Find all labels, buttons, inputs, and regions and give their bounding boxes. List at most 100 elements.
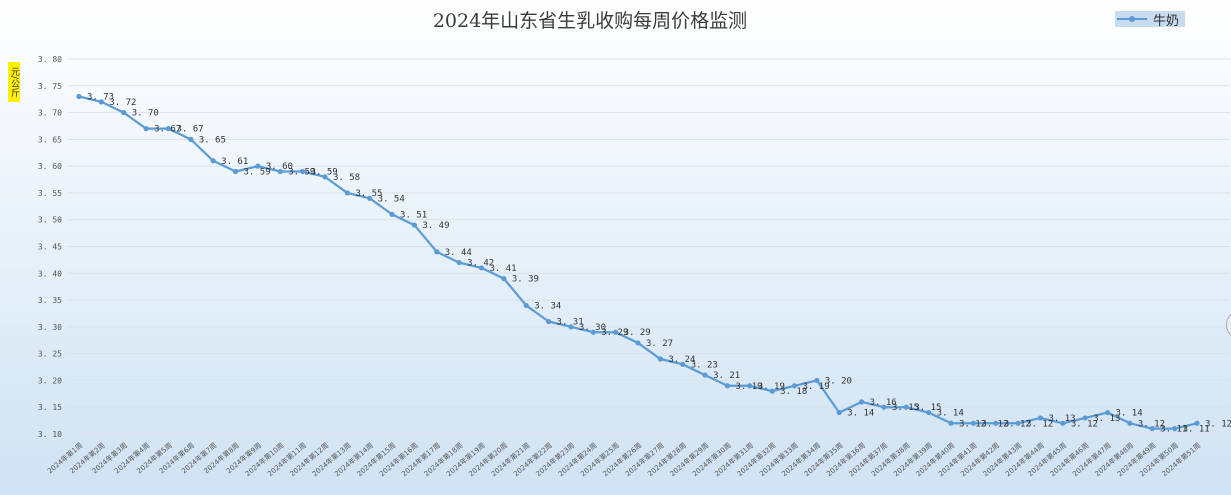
series-line-segment xyxy=(323,175,349,195)
x-tick-label: 2024年第21周 xyxy=(489,441,531,479)
series-line-segment xyxy=(480,266,505,280)
data-label: 3. 15 xyxy=(914,403,941,413)
x-tick-label: 2024年第15周 xyxy=(355,441,397,479)
data-label: 3. 67 xyxy=(176,125,203,135)
data-label: 3. 59 xyxy=(244,168,271,178)
data-label: 3. 44 xyxy=(445,248,472,258)
y-tick-label: 3. 80 xyxy=(38,55,62,64)
data-point xyxy=(814,377,820,384)
x-tick-label: 2024年第30周 xyxy=(690,441,732,479)
data-label: 3. 54 xyxy=(378,194,405,204)
y-tick-label: 3. 70 xyxy=(38,109,62,118)
data-label: 3. 12 xyxy=(1205,419,1231,429)
data-point xyxy=(1082,415,1088,421)
data-point xyxy=(98,99,104,105)
data-point xyxy=(501,276,507,282)
data-point xyxy=(344,190,350,196)
data-point xyxy=(568,324,574,330)
data-point xyxy=(367,195,373,201)
x-tick-label: 2024年第36周 xyxy=(825,441,867,479)
data-point xyxy=(545,318,552,325)
y-tick-label: 3. 35 xyxy=(38,296,62,305)
data-point xyxy=(948,420,954,426)
data-point xyxy=(881,404,887,410)
series-line-segment xyxy=(77,95,103,103)
data-label: 3. 23 xyxy=(691,360,718,370)
series-line-segment xyxy=(569,325,595,334)
x-tick-label: 2024年第46周 xyxy=(1048,441,1090,479)
series-line-segment xyxy=(502,277,528,307)
series-line-segment xyxy=(368,197,394,216)
series-line-segment xyxy=(189,138,215,162)
series-line-segment xyxy=(1084,411,1109,420)
x-tick-label: 2024年第17周 xyxy=(400,441,442,479)
legend-label: 牛奶 xyxy=(1153,13,1180,29)
data-point xyxy=(1172,426,1178,432)
data-label: 3. 58 xyxy=(333,173,360,183)
data-label: 3. 14 xyxy=(847,409,874,419)
series-line-segment xyxy=(1039,416,1064,425)
data-label: 3. 12 xyxy=(1026,419,1053,429)
data-point xyxy=(411,222,417,228)
data-point xyxy=(1149,426,1155,432)
data-label: 3. 59 xyxy=(311,168,338,178)
data-label: 3. 42 xyxy=(467,259,494,269)
y-tick-label: 3. 40 xyxy=(38,269,62,278)
data-label: 3. 12 xyxy=(1138,419,1165,429)
data-point xyxy=(1015,420,1021,426)
data-point xyxy=(657,356,663,362)
data-point xyxy=(1194,420,1200,426)
data-label: 3. 12 xyxy=(1004,419,1031,429)
series-line-segment xyxy=(838,400,863,414)
data-label: 3. 12 xyxy=(981,419,1008,429)
y-axis-unit: 元/公斤 xyxy=(8,62,20,102)
data-label: 3. 51 xyxy=(400,210,427,220)
series-line-segment xyxy=(525,304,550,323)
series-line-segment xyxy=(815,379,841,414)
data-label: 3. 31 xyxy=(557,318,584,328)
data-point xyxy=(747,383,753,389)
series-line-segment xyxy=(212,159,237,173)
y-tick-label: 3. 45 xyxy=(38,243,62,252)
data-label: 3. 18 xyxy=(780,387,807,397)
data-label: 3. 67 xyxy=(154,125,181,135)
x-tick-label: 2024年第10周 xyxy=(243,441,285,479)
x-tick-label: 2024年第42周 xyxy=(959,441,1001,479)
data-label: 3. 13 xyxy=(1048,414,1075,424)
data-label: 3. 19 xyxy=(735,382,762,392)
x-tick-label: 2024年第40周 xyxy=(914,441,956,479)
x-tick-label: 2024年第19周 xyxy=(444,441,486,479)
data-label: 3. 70 xyxy=(132,109,159,119)
chart-title: 2024年山东省生乳收购每周价格监测 xyxy=(432,10,748,32)
data-label: 3. 16 xyxy=(870,398,897,408)
series-line-segment xyxy=(793,379,818,387)
series-line-segment xyxy=(1173,422,1199,430)
data-label: 3. 14 xyxy=(1116,409,1143,419)
data-point xyxy=(300,168,306,175)
x-tick-label: 2024年第18周 xyxy=(422,441,464,479)
x-tick-label: 2024年第31周 xyxy=(713,441,755,479)
data-label: 3. 41 xyxy=(489,264,516,274)
x-tick-label: 2024年第20周 xyxy=(467,441,509,479)
data-point xyxy=(590,329,596,335)
data-point xyxy=(993,420,999,426)
data-point xyxy=(434,249,440,255)
data-point xyxy=(859,399,865,405)
data-label: 3. 11 xyxy=(1183,425,1210,435)
data-label: 3. 30 xyxy=(579,323,606,333)
data-point xyxy=(836,409,842,416)
data-point xyxy=(702,372,708,378)
series-line-segment xyxy=(636,341,662,361)
y-tick-label: 3. 65 xyxy=(38,135,62,144)
data-point xyxy=(680,361,686,367)
data-point xyxy=(478,265,485,271)
y-tick-label: 3. 15 xyxy=(38,403,62,412)
data-label: 3. 55 xyxy=(355,189,382,199)
x-tick-label: 2024年第37周 xyxy=(847,441,889,479)
data-point xyxy=(1060,420,1066,426)
series-line-segment xyxy=(748,384,774,393)
x-tick-label: 2024年第23周 xyxy=(534,441,576,479)
data-point xyxy=(1037,415,1044,421)
series-line-segment xyxy=(547,320,573,328)
series-line-segment xyxy=(301,170,327,178)
